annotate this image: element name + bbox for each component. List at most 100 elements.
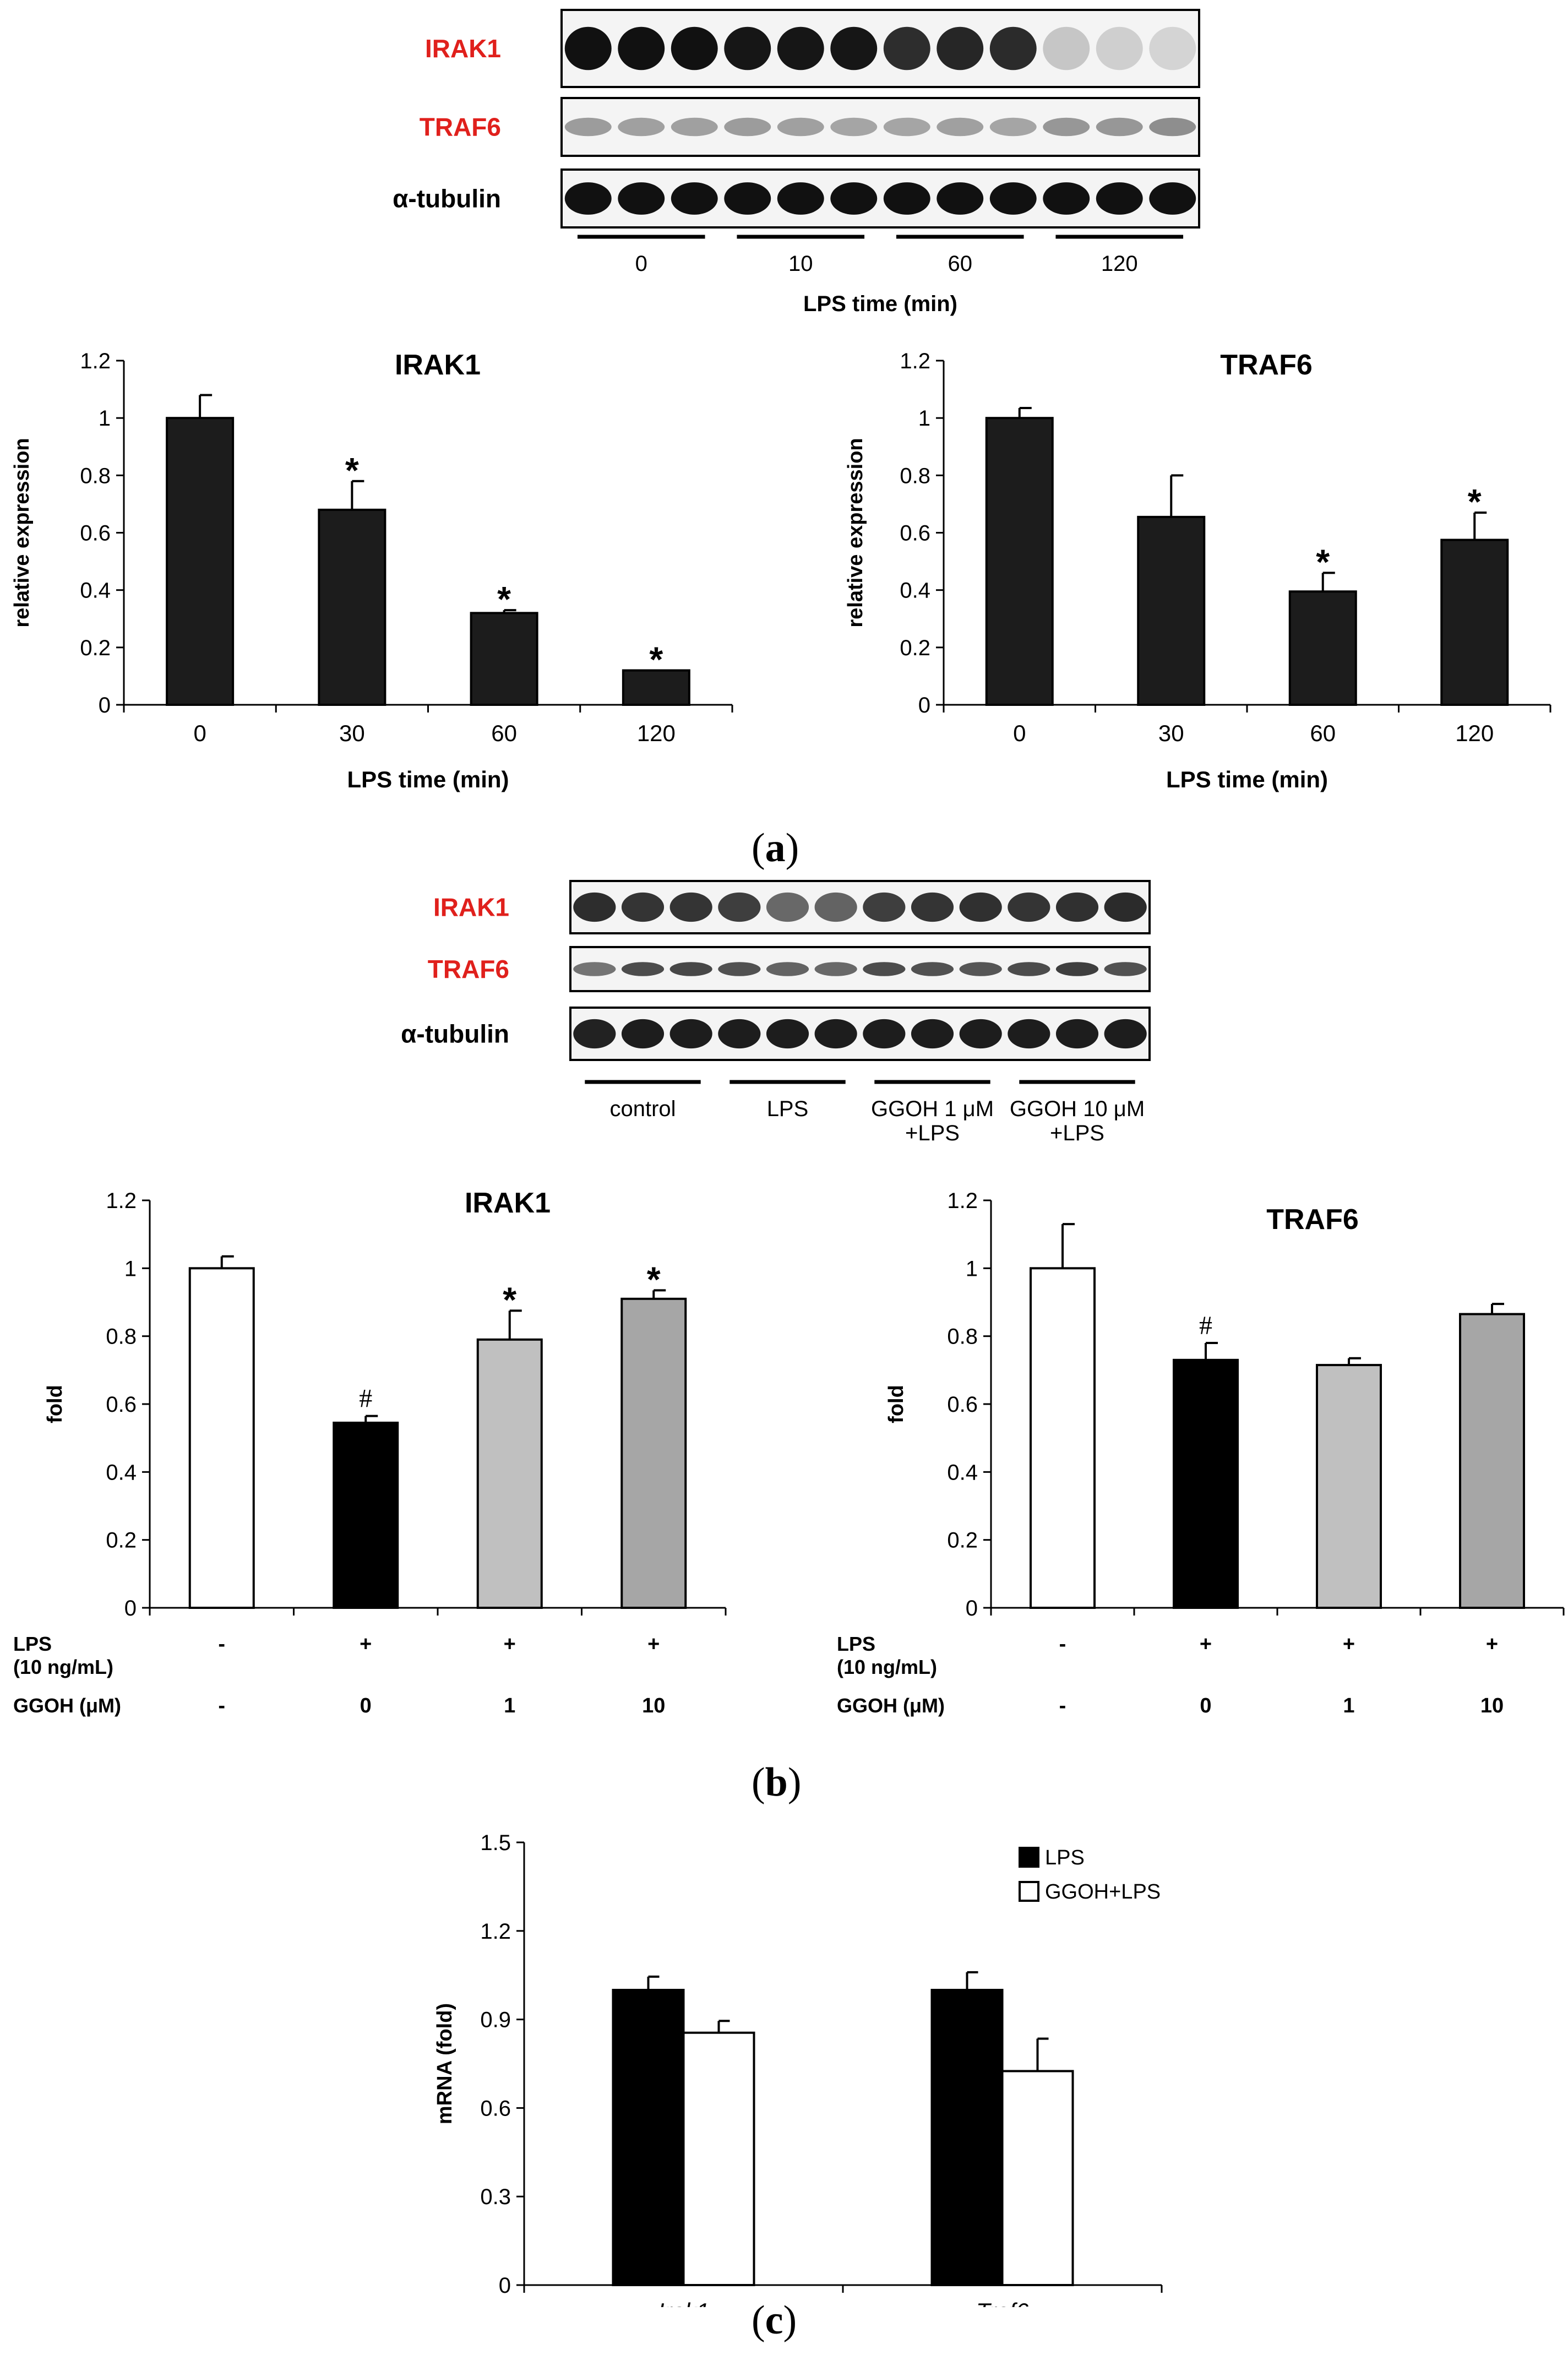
- y-tick-label: 0: [99, 693, 111, 717]
- blot-band: [937, 26, 984, 70]
- x-tick-label: 30: [339, 720, 365, 746]
- x-axis-label: LPS time (min): [347, 766, 509, 792]
- blot-band: [777, 26, 824, 70]
- blot-band: [863, 1019, 906, 1049]
- y-axis-label: fold: [43, 1385, 67, 1423]
- condition-value: 10: [1480, 1694, 1504, 1717]
- blot-band: [883, 117, 930, 137]
- x-tick-label: 120: [1455, 720, 1494, 746]
- bar: [620, 1297, 687, 1609]
- condition-row-label: GGOH (μM): [837, 1694, 945, 1717]
- blot-band: [621, 1019, 665, 1049]
- x-tick-label: 60: [1310, 720, 1336, 746]
- blot-band: [937, 117, 984, 137]
- blot-band: [1008, 892, 1050, 922]
- condition-value: 0: [360, 1694, 372, 1717]
- blot-band: [564, 117, 612, 137]
- y-tick-label: 0.4: [80, 579, 111, 603]
- bar: [1440, 539, 1509, 706]
- bar-lps: [612, 1989, 685, 2286]
- blot-band: [671, 117, 718, 137]
- blot-band: [564, 26, 612, 70]
- x-axis-label: LPS time (min): [1166, 766, 1328, 792]
- y-tick-label: 1.2: [106, 1189, 137, 1213]
- chart-title: IRAK1: [465, 1187, 551, 1219]
- blot-membrane: [560, 97, 1200, 157]
- y-tick-label: 0.8: [106, 1325, 137, 1349]
- x-tick-label: 30: [1158, 720, 1184, 746]
- blot-band: [766, 892, 809, 922]
- blot-band: [989, 117, 1037, 137]
- y-tick-label: 0.6: [947, 1393, 978, 1417]
- blot-band: [1104, 892, 1147, 922]
- significance-mark: *: [649, 640, 663, 679]
- y-tick-label: 0.3: [480, 2185, 511, 2209]
- blot-band: [814, 1019, 857, 1049]
- blot-band: [1149, 117, 1196, 137]
- bar: [166, 417, 235, 706]
- y-tick-label: 1.2: [80, 349, 111, 373]
- blot-band: [1043, 182, 1090, 215]
- blot-band: [724, 26, 771, 70]
- condition-value: 1: [504, 1694, 515, 1717]
- blot-protein-label: α-tubulin: [393, 184, 501, 213]
- x-tick-label: 0: [1013, 720, 1026, 746]
- blot-band: [814, 962, 857, 976]
- blot-band: [883, 182, 930, 215]
- significance-mark: *: [1468, 482, 1482, 521]
- blot-protein-label: TRAF6: [420, 113, 501, 142]
- bar: [1288, 590, 1357, 706]
- blot-band: [830, 26, 878, 70]
- x-tick-label: 0: [193, 720, 206, 746]
- legend-label: LPS: [1045, 1846, 1085, 1869]
- panel-label-c: (c): [752, 2298, 797, 2343]
- y-tick-label: 0: [966, 1596, 978, 1620]
- y-tick-label: 1: [918, 406, 930, 431]
- blot-band: [1055, 1019, 1099, 1049]
- blot-band: [618, 182, 665, 215]
- blot-band: [671, 26, 718, 70]
- blot-band: [718, 1019, 761, 1049]
- blot-protein-label: IRAK1: [425, 34, 501, 63]
- condition-value: 1: [1343, 1694, 1354, 1717]
- bar: [470, 612, 538, 706]
- condition-value: +: [504, 1633, 516, 1656]
- blot-group-label: GGOH 10 μM: [1010, 1097, 1145, 1121]
- x-tick-label: Traf6: [976, 2298, 1029, 2307]
- panel-label-b: (b): [752, 1760, 802, 1805]
- blot-axis-label: LPS time (min): [803, 292, 957, 316]
- blot-band: [883, 26, 930, 70]
- western-blot-panel-a: IRAK1 TRAF6 α-tubulin 0 10 60 120 LPS time (min…: [393, 9, 1200, 316]
- blot-band: [724, 117, 771, 137]
- chart-title: TRAF6: [1266, 1204, 1359, 1236]
- blot-membrane: [569, 946, 1151, 992]
- y-tick-label: 0.4: [947, 1460, 978, 1484]
- bar: [1459, 1313, 1525, 1609]
- blot-band: [989, 182, 1037, 215]
- bar: [476, 1338, 543, 1609]
- condition-row-label: (10 ng/mL): [13, 1656, 113, 1678]
- y-axis-label: relative expression: [10, 438, 34, 627]
- traf6-time-course-chart: 0 0.2 0.4 0.6 0.8 1 1.2 relative expression TRAF…: [844, 349, 1551, 792]
- significance-mark: *: [503, 1280, 516, 1319]
- blot-band: [671, 182, 718, 215]
- blot-band: [911, 892, 954, 922]
- condition-value: +: [1486, 1633, 1498, 1656]
- blot-band: [1043, 117, 1090, 137]
- condition-value: +: [360, 1633, 372, 1656]
- condition-row-label: GGOH (μM): [13, 1694, 121, 1717]
- bar-lps: [930, 1989, 1004, 2286]
- y-tick-label: 0: [124, 1596, 137, 1620]
- blot-band: [766, 962, 809, 976]
- blot-band: [959, 962, 1002, 976]
- blot-protein-label: α-tubulin: [401, 1020, 509, 1048]
- y-axis-label: relative expression: [844, 438, 867, 627]
- blot-band: [718, 962, 761, 976]
- blot-group-label: GGOH 1 μM: [871, 1097, 994, 1121]
- condition-row-label: LPS: [13, 1633, 52, 1655]
- y-tick-label: 0.4: [106, 1460, 137, 1484]
- bar: [1316, 1364, 1382, 1609]
- y-tick-label: 0.2: [80, 636, 111, 660]
- blot-band: [669, 892, 712, 922]
- y-tick-label: 0.6: [900, 521, 930, 546]
